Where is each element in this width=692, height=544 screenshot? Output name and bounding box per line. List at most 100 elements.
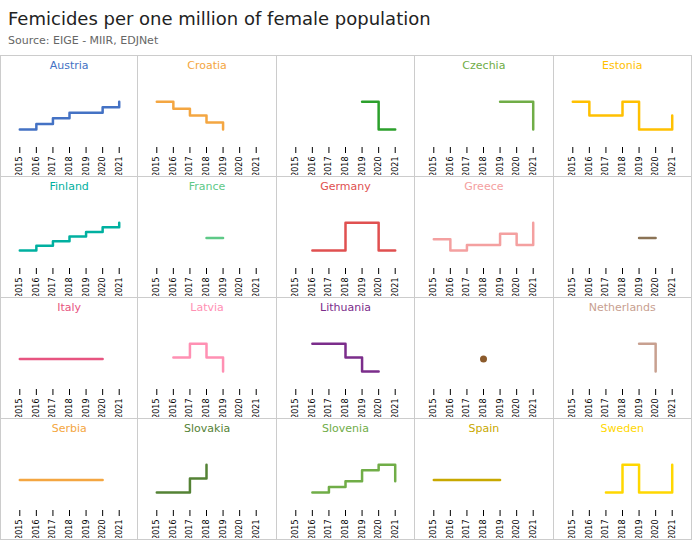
svg-text:2019: 2019 bbox=[82, 520, 91, 539]
svg-text:2021: 2021 bbox=[391, 157, 400, 176]
svg-text:2017: 2017 bbox=[48, 399, 57, 418]
svg-text:2016: 2016 bbox=[169, 157, 178, 176]
svg-text:2017: 2017 bbox=[463, 399, 472, 418]
svg-text:2017: 2017 bbox=[324, 157, 333, 176]
svg-text:2020: 2020 bbox=[512, 157, 521, 176]
svg-text:2018: 2018 bbox=[65, 520, 74, 539]
svg-text:2021: 2021 bbox=[115, 520, 124, 539]
svg-text:2017: 2017 bbox=[48, 157, 57, 176]
svg-text:2019: 2019 bbox=[219, 399, 228, 418]
svg-text:2018: 2018 bbox=[618, 278, 627, 297]
svg-text:2021: 2021 bbox=[252, 278, 261, 297]
svg-text:2021: 2021 bbox=[529, 278, 538, 297]
svg-text:2017: 2017 bbox=[48, 278, 57, 297]
svg-text:2019: 2019 bbox=[357, 520, 366, 539]
svg-text:2020: 2020 bbox=[98, 157, 107, 176]
svg-text:2016: 2016 bbox=[585, 157, 594, 176]
svg-text:2019: 2019 bbox=[634, 157, 643, 176]
svg-text:2018: 2018 bbox=[202, 278, 211, 297]
svg-text:2015: 2015 bbox=[153, 278, 162, 297]
svg-text:2018: 2018 bbox=[65, 399, 74, 418]
svg-text:2016: 2016 bbox=[308, 399, 317, 418]
svg-text:2018: 2018 bbox=[65, 278, 74, 297]
svg-text:2016: 2016 bbox=[308, 520, 317, 539]
svg-text:2019: 2019 bbox=[82, 157, 91, 176]
svg-text:2015: 2015 bbox=[568, 520, 577, 539]
svg-text:2015: 2015 bbox=[430, 399, 439, 418]
svg-text:2020: 2020 bbox=[651, 520, 660, 539]
svg-text:2020: 2020 bbox=[651, 157, 660, 176]
svg-text:2015: 2015 bbox=[430, 278, 439, 297]
svg-text:2016: 2016 bbox=[32, 520, 41, 539]
svg-text:2019: 2019 bbox=[357, 278, 366, 297]
svg-text:2015: 2015 bbox=[568, 399, 577, 418]
svg-text:2017: 2017 bbox=[48, 520, 57, 539]
svg-text:2021: 2021 bbox=[529, 399, 538, 418]
svg-text:2015: 2015 bbox=[291, 399, 300, 418]
svg-text:2019: 2019 bbox=[219, 157, 228, 176]
svg-text:2017: 2017 bbox=[601, 520, 610, 539]
svg-text:2017: 2017 bbox=[324, 278, 333, 297]
svg-text:2021: 2021 bbox=[667, 520, 676, 539]
svg-text:2021: 2021 bbox=[667, 278, 676, 297]
svg-text:2017: 2017 bbox=[601, 399, 610, 418]
svg-text:2018: 2018 bbox=[479, 278, 488, 297]
svg-text:2019: 2019 bbox=[357, 399, 366, 418]
svg-text:2017: 2017 bbox=[186, 157, 195, 176]
svg-text:2021: 2021 bbox=[667, 399, 676, 418]
svg-text:2015: 2015 bbox=[153, 399, 162, 418]
svg-text:2020: 2020 bbox=[98, 278, 107, 297]
svg-text:2016: 2016 bbox=[169, 399, 178, 418]
svg-text:2016: 2016 bbox=[446, 399, 455, 418]
svg-text:2018: 2018 bbox=[341, 278, 350, 297]
svg-text:2019: 2019 bbox=[634, 278, 643, 297]
svg-text:2018: 2018 bbox=[618, 520, 627, 539]
svg-text:2017: 2017 bbox=[463, 278, 472, 297]
svg-text:2015: 2015 bbox=[153, 157, 162, 176]
svg-text:2016: 2016 bbox=[585, 278, 594, 297]
svg-text:2019: 2019 bbox=[634, 399, 643, 418]
svg-text:2021: 2021 bbox=[391, 399, 400, 418]
svg-text:2017: 2017 bbox=[463, 157, 472, 176]
svg-text:2021: 2021 bbox=[115, 399, 124, 418]
svg-text:2015: 2015 bbox=[568, 278, 577, 297]
svg-text:2016: 2016 bbox=[308, 278, 317, 297]
svg-text:2020: 2020 bbox=[236, 278, 245, 297]
svg-text:2020: 2020 bbox=[236, 399, 245, 418]
svg-text:2021: 2021 bbox=[252, 520, 261, 539]
svg-text:2021: 2021 bbox=[391, 520, 400, 539]
svg-text:2016: 2016 bbox=[585, 520, 594, 539]
svg-text:2021: 2021 bbox=[529, 520, 538, 539]
svg-text:2020: 2020 bbox=[236, 520, 245, 539]
svg-text:2018: 2018 bbox=[479, 520, 488, 539]
svg-text:2019: 2019 bbox=[219, 520, 228, 539]
svg-text:2019: 2019 bbox=[496, 278, 505, 297]
svg-text:2015: 2015 bbox=[15, 520, 24, 539]
svg-text:2016: 2016 bbox=[446, 157, 455, 176]
svg-text:2020: 2020 bbox=[512, 520, 521, 539]
svg-text:2017: 2017 bbox=[601, 157, 610, 176]
svg-text:2019: 2019 bbox=[496, 520, 505, 539]
svg-text:2016: 2016 bbox=[446, 520, 455, 539]
svg-text:2018: 2018 bbox=[479, 399, 488, 418]
svg-text:2020: 2020 bbox=[98, 520, 107, 539]
svg-text:2021: 2021 bbox=[252, 157, 261, 176]
svg-text:2021: 2021 bbox=[667, 157, 676, 176]
svg-text:2019: 2019 bbox=[82, 278, 91, 297]
svg-text:2016: 2016 bbox=[32, 399, 41, 418]
svg-text:2016: 2016 bbox=[169, 520, 178, 539]
svg-text:2017: 2017 bbox=[324, 399, 333, 418]
svg-text:2020: 2020 bbox=[512, 399, 521, 418]
svg-text:2020: 2020 bbox=[374, 278, 383, 297]
svg-text:2018: 2018 bbox=[341, 520, 350, 539]
svg-text:2018: 2018 bbox=[65, 157, 74, 176]
svg-text:2015: 2015 bbox=[430, 157, 439, 176]
svg-text:2021: 2021 bbox=[115, 278, 124, 297]
svg-text:2018: 2018 bbox=[341, 399, 350, 418]
svg-text:2015: 2015 bbox=[291, 278, 300, 297]
svg-text:2018: 2018 bbox=[202, 157, 211, 176]
svg-text:2016: 2016 bbox=[32, 157, 41, 176]
svg-text:2015: 2015 bbox=[15, 399, 24, 418]
svg-text:2021: 2021 bbox=[391, 278, 400, 297]
svg-text:2017: 2017 bbox=[324, 520, 333, 539]
